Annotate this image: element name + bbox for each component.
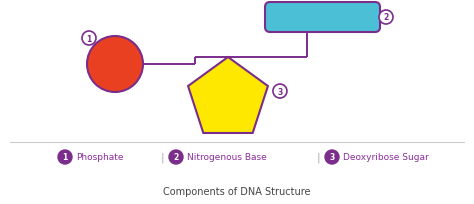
Text: 3: 3 <box>277 87 283 96</box>
Text: 1: 1 <box>63 153 68 162</box>
Text: Phosphate: Phosphate <box>76 153 124 162</box>
Text: 3: 3 <box>329 153 335 162</box>
Text: Components of DNA Structure: Components of DNA Structure <box>163 186 311 196</box>
Circle shape <box>87 37 143 93</box>
Text: 2: 2 <box>173 153 179 162</box>
Polygon shape <box>188 58 268 133</box>
FancyBboxPatch shape <box>265 3 380 33</box>
Circle shape <box>82 32 96 46</box>
Text: 1: 1 <box>86 34 91 43</box>
Text: |: | <box>316 152 320 162</box>
Circle shape <box>273 85 287 99</box>
Circle shape <box>325 150 339 164</box>
Text: |: | <box>160 152 164 162</box>
Circle shape <box>379 11 393 25</box>
Text: Deoxyribose Sugar: Deoxyribose Sugar <box>343 153 429 162</box>
Circle shape <box>169 150 183 164</box>
Circle shape <box>58 150 72 164</box>
Text: Nitrogenous Base: Nitrogenous Base <box>187 153 267 162</box>
Text: 2: 2 <box>383 13 389 22</box>
